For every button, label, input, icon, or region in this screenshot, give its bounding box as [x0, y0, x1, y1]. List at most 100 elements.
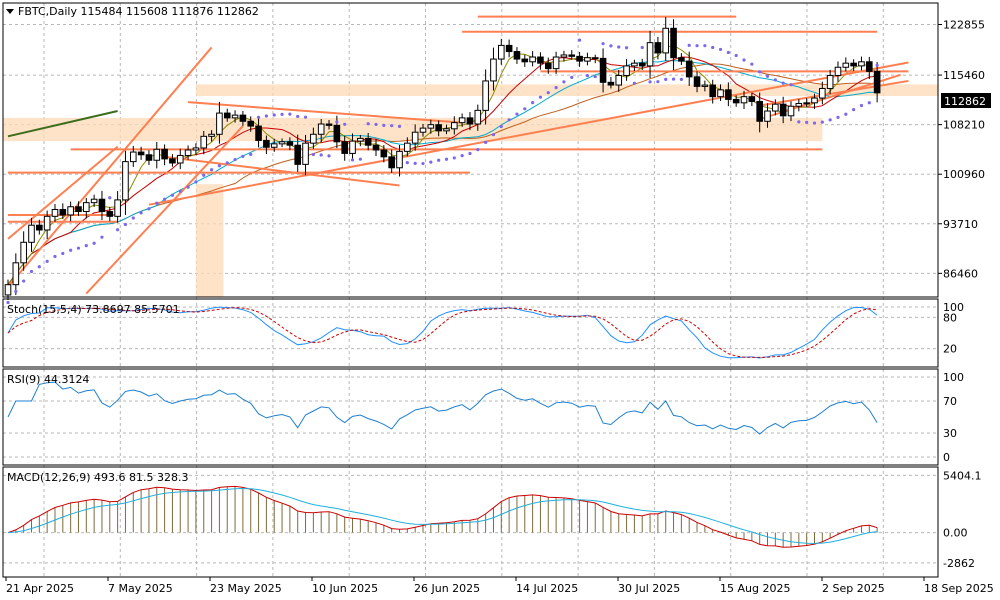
candle-body [36, 224, 43, 231]
sar-dot [515, 112, 519, 116]
indicator-header-macd: MACD(12,26,9) 493.6 81.5 328.3 [7, 471, 189, 484]
sar-dot [460, 154, 464, 158]
sar-dot [789, 83, 793, 87]
sar-dot [585, 73, 590, 78]
pane-frames [2, 2, 939, 578]
pane-frame-macd [2, 466, 939, 578]
price-tick-label: 86460 [943, 267, 978, 280]
sar-dot [437, 158, 441, 162]
date-tick-label: 7 May 2025 [108, 582, 173, 595]
date-tick-label: 14 Jul 2025 [516, 582, 578, 595]
indicator-level-label: 100 [943, 371, 964, 384]
candle-body [137, 151, 145, 156]
candle-body [560, 54, 568, 58]
sar-dot [797, 120, 801, 124]
candle-body [372, 144, 380, 151]
candle-body [764, 110, 771, 122]
sar-dot [147, 207, 151, 211]
sar-dot [664, 77, 668, 81]
trend-line [164, 155, 400, 187]
sar-dot [828, 118, 832, 122]
candle-body [310, 133, 317, 144]
candle-body [419, 127, 427, 133]
sar-dot [742, 58, 746, 62]
candle-body [576, 55, 583, 62]
current-price-box: 112862 [941, 93, 991, 108]
sar-dot [773, 78, 777, 82]
sar-dot [225, 161, 229, 165]
date-tick-label: 30 Jul 2025 [618, 582, 680, 595]
candle-body [286, 141, 294, 146]
sar-dot [14, 289, 18, 294]
candle-body [654, 42, 662, 54]
candle-body [411, 131, 419, 144]
candle-body [51, 208, 59, 217]
indicator-level-label: 30 [943, 427, 957, 440]
candle-body [513, 51, 521, 60]
sar-dot [758, 70, 762, 74]
sar-dot [155, 201, 159, 205]
candle-body [357, 137, 364, 142]
sar-dot [288, 112, 292, 116]
sar-dot [303, 115, 308, 119]
sar-dot [264, 114, 268, 118]
sar-dot [209, 168, 214, 172]
candle-body [638, 62, 646, 67]
candle-body [709, 84, 717, 98]
candle-body [795, 103, 803, 107]
macd-signal-line [7, 487, 878, 544]
date-tick-label: 15 Aug 2025 [720, 582, 790, 595]
candle-body [732, 98, 740, 104]
sar-dot [413, 161, 417, 165]
sar-dot [844, 112, 848, 116]
candle-body [552, 56, 560, 70]
date-tick-label: 23 May 2025 [210, 582, 282, 595]
stoch-d-line [7, 307, 878, 358]
sar-dot [632, 81, 637, 85]
candle-body [803, 102, 810, 105]
candle-body [325, 123, 333, 126]
candle-body [12, 262, 20, 286]
sar-dot [116, 228, 120, 232]
vertical-zone [195, 184, 224, 297]
sar-dot [554, 86, 558, 90]
trend-line [7, 145, 119, 240]
trend-line [85, 125, 244, 295]
current-price-box-bg [941, 93, 991, 108]
candle-body [333, 124, 341, 143]
candle-body [200, 135, 208, 149]
candle-body [873, 70, 881, 94]
sar-dot [671, 77, 676, 81]
sar-dot [656, 80, 660, 84]
candle-body [521, 58, 529, 63]
price-tick-label: 115460 [943, 69, 985, 82]
candle-body [192, 147, 200, 151]
sar-dot [350, 158, 355, 162]
highlight-zones [3, 84, 939, 297]
candle-body [75, 206, 82, 213]
indicator-header-stoch: Stoch(15,5,4) 73.8697 85.5701 [7, 303, 180, 316]
candle-body [670, 27, 677, 59]
candle-body [90, 198, 98, 204]
candle-body [537, 56, 544, 64]
candle-body [529, 56, 536, 63]
sar-dot [750, 62, 754, 66]
price-axis: 1228551154601082101009609371086460100802… [938, 19, 985, 570]
sar-dot [217, 164, 222, 168]
trend-line [188, 101, 463, 124]
candle-body [568, 54, 576, 57]
candle-body [28, 224, 35, 243]
sar-dot [69, 248, 73, 252]
sar-dot [272, 113, 276, 117]
candle-body [98, 198, 106, 213]
candle-body [349, 140, 356, 154]
sar-dot [429, 160, 433, 164]
candle-body [247, 120, 255, 127]
candle-body [364, 137, 372, 146]
price-tick-label: 100960 [943, 168, 985, 181]
candle-body [646, 42, 654, 67]
candle-body [819, 87, 826, 99]
sar-dot [593, 75, 597, 79]
candle-body [826, 74, 834, 89]
